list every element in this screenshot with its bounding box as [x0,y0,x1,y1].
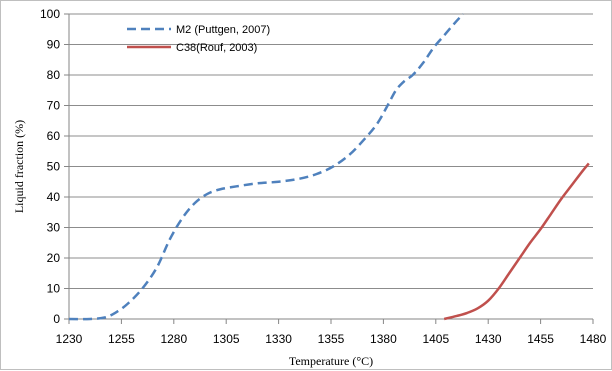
series-line-2 [443,162,590,321]
y-tick-label: 20 [47,251,61,265]
x-tick-label: 1480 [580,332,607,346]
x-tick-label: 1230 [56,332,83,346]
legend-label-2: C38(Rouf, 2003) [176,42,257,54]
x-tick-label: 1255 [108,332,135,346]
y-tick-label: 100 [40,7,60,21]
y-tick-label: 0 [53,312,60,326]
x-axis-title: Temperature (°C) [289,354,373,368]
y-tick-label: 80 [47,68,61,82]
y-axis-title: Liquid fraction (%) [12,120,26,213]
y-tick-label: 50 [47,160,61,174]
y-tick-label: 90 [47,38,61,52]
x-tick-label: 1430 [475,332,502,346]
x-tick-label: 1355 [318,332,345,346]
grid [69,13,593,289]
y-tick-label: 30 [47,221,61,235]
series-layer [68,13,590,321]
y-tick-label: 60 [47,129,61,143]
x-tick-label: 1305 [213,332,240,346]
series-line-1 [68,13,464,321]
x-tick-label: 1380 [370,332,397,346]
axes: 0 10 20 30 40 50 60 70 80 90 100 1230 1255 1280 1305 13… [40,7,607,346]
legend-label-1: M2 (Puttgen, 2007) [176,24,270,36]
x-tick-label: 1455 [527,332,554,346]
x-tick-label: 1405 [422,332,449,346]
x-tick-label: 1280 [160,332,187,346]
y-tick-label: 70 [47,99,61,113]
x-tick-label: 1330 [265,332,292,346]
legend: M2 (Puttgen, 2007) C38(Rouf, 2003) [127,24,270,54]
y-tick-label: 40 [47,190,61,204]
y-tick-label: 10 [47,282,61,296]
